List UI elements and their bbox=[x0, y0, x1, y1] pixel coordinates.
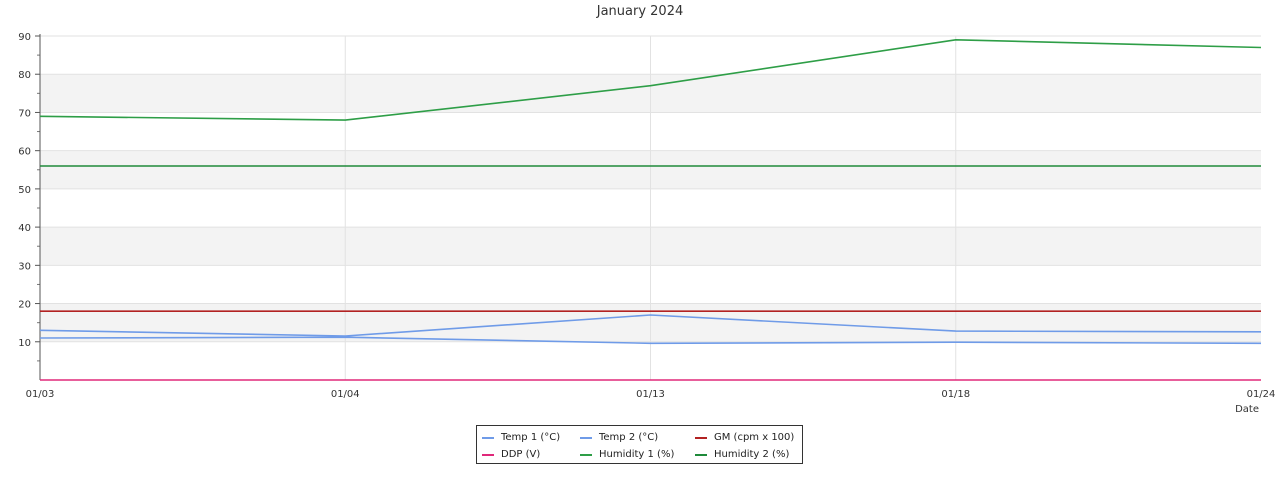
legend-item: Temp 1 (°C) bbox=[482, 432, 560, 443]
legend-label: Humidity 2 (%) bbox=[714, 449, 790, 460]
y-tick-label: 50 bbox=[18, 185, 31, 196]
x-axis-label: Date bbox=[1235, 404, 1259, 415]
x-tick-label: 01/03 bbox=[26, 389, 55, 400]
y-tick-label: 80 bbox=[18, 70, 31, 81]
y-tick-label: 20 bbox=[18, 300, 31, 311]
x-tick-label: 01/13 bbox=[636, 389, 665, 400]
legend-label: Temp 2 (°C) bbox=[599, 432, 659, 443]
series-line-1 bbox=[39, 314, 1262, 337]
legend-label: DDP (V) bbox=[501, 449, 541, 460]
y-tick-label: 10 bbox=[18, 338, 31, 349]
legend-item: Humidity 1 (%) bbox=[580, 449, 674, 460]
legend-item: GM (cpm x 100) bbox=[695, 432, 794, 443]
legend-swatch bbox=[482, 436, 494, 439]
legend-swatch bbox=[482, 453, 494, 456]
x-tick-label: 01/18 bbox=[941, 389, 970, 400]
legend-label: Humidity 1 (%) bbox=[599, 449, 675, 460]
legend-swatch bbox=[580, 453, 592, 456]
legend-label: Temp 1 (°C) bbox=[501, 432, 561, 443]
series-lines bbox=[39, 38, 1262, 381]
y-tick-label: 40 bbox=[18, 223, 31, 234]
chart-title: January 2024 bbox=[596, 4, 684, 19]
x-tick-label: 01/24 bbox=[1247, 389, 1276, 400]
y-tick-label: 90 bbox=[18, 32, 31, 43]
y-tick-label: 70 bbox=[18, 108, 31, 119]
series-line-5 bbox=[39, 38, 1262, 121]
legend-swatch bbox=[695, 436, 707, 439]
legend-item: Humidity 2 (%) bbox=[695, 449, 789, 460]
series-line-2 bbox=[39, 336, 1262, 345]
y-tick-label: 60 bbox=[18, 147, 31, 158]
legend-swatch bbox=[695, 453, 707, 456]
legend-label: GM (cpm x 100) bbox=[714, 432, 795, 443]
legend-swatch bbox=[580, 436, 592, 439]
line-chart: 10 20 30 40 50 60 70 80 90 01/03 01/04 01/13 01/18 01… bbox=[18, 4, 1276, 415]
legend-item: Temp 2 (°C) bbox=[580, 432, 658, 443]
x-tick-label: 01/04 bbox=[331, 389, 360, 400]
legend-item: DDP (V) bbox=[482, 449, 540, 460]
legend: Temp 1 (°C) Temp 2 (°C) GM (cpm x 100) DDP … bbox=[476, 425, 803, 464]
y-tick-label: 30 bbox=[18, 261, 31, 272]
